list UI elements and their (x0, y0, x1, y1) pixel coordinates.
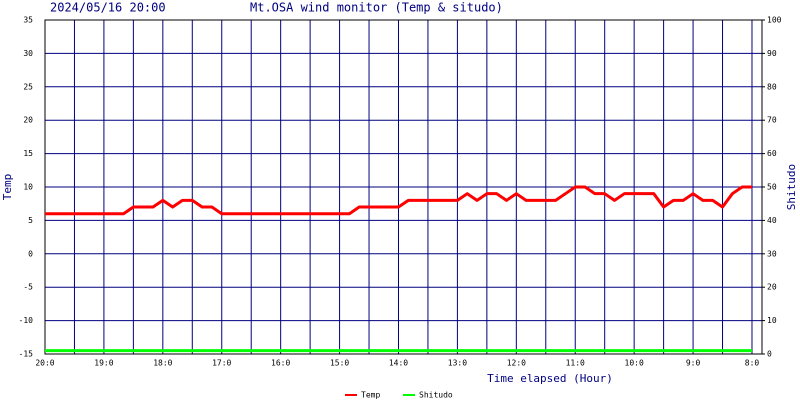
x-tick-label: 13:0 (448, 359, 467, 368)
x-tick-label: 15:0 (330, 359, 349, 368)
legend-label: Temp (361, 391, 380, 400)
legend-label: Shitudo (419, 391, 453, 400)
x-tick-label: 14:0 (389, 359, 408, 368)
x-tick-label: 11:0 (566, 359, 585, 368)
y2-tick-label: 50 (767, 183, 777, 192)
x-tick-label: 17:0 (212, 359, 231, 368)
timestamp: 2024/05/16 20:00 (50, 1, 166, 15)
y2-tick-label: 60 (767, 149, 777, 158)
x-tick-label: 10:0 (625, 359, 644, 368)
y-tick-label: -10 (19, 316, 34, 325)
x-tick-label: 19:0 (94, 359, 113, 368)
y-tick-label: -5 (23, 283, 33, 292)
x-axis-label: Time elapsed (Hour) (487, 372, 613, 385)
y2-tick-label: 40 (767, 216, 777, 225)
y-tick-label: 0 (28, 249, 33, 258)
y-axis-label: Temp (1, 174, 14, 201)
y-tick-label: 25 (23, 82, 33, 91)
x-tick-label: 9:0 (686, 359, 701, 368)
y-tick-label: 15 (23, 149, 33, 158)
y2-tick-label: 70 (767, 116, 777, 125)
y2-axis-label: Shitudo (785, 164, 798, 210)
y-tick-label: 35 (23, 16, 33, 25)
plot-frame (44, 19, 763, 355)
y-tick-label: 5 (28, 216, 33, 225)
y2-tick-label: 90 (767, 49, 777, 58)
x-tick-label: 18:0 (153, 359, 172, 368)
x-tick-label: 16:0 (271, 359, 290, 368)
y2-tick-label: 80 (767, 82, 777, 91)
y-tick-label: 10 (23, 183, 33, 192)
y-tick-label: 20 (23, 116, 33, 125)
y-tick-label: 30 (23, 49, 33, 58)
x-tick-label: 20:0 (35, 359, 54, 368)
y2-tick-label: 0 (767, 350, 772, 359)
x-tick-label: 8:0 (745, 359, 760, 368)
y-tick-label: -15 (19, 350, 34, 359)
y2-tick-label: 30 (767, 249, 777, 258)
y2-tick-label: 100 (767, 16, 782, 25)
series-line (45, 185, 752, 216)
y2-tick-label: 20 (767, 283, 777, 292)
y2-tick-label: 10 (767, 316, 777, 325)
x-tick-label: 12:0 (507, 359, 526, 368)
chart-title: Mt.OSA wind monitor (Temp & situdo) (250, 1, 503, 15)
